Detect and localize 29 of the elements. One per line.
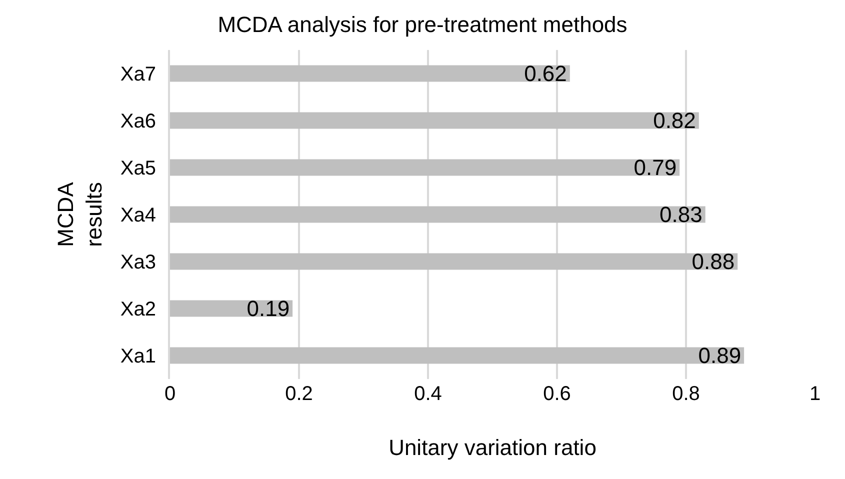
bar: [170, 112, 699, 129]
data-label: 0.88: [692, 249, 735, 274]
data-label: 0.83: [660, 202, 702, 228]
bar: [170, 65, 570, 82]
x-tick-label: 0.6: [543, 383, 571, 405]
data-label: 0.82: [653, 108, 696, 133]
y-tick-label: Xa6: [120, 110, 156, 132]
chart-title: MCDA analysis for pre-treatment methods: [218, 12, 628, 38]
x-tick-label: 0.8: [672, 383, 700, 405]
bar: [170, 206, 706, 223]
y-tick-label: Xa7: [120, 64, 156, 86]
y-tick-label: Xa4: [120, 204, 156, 226]
bar: [170, 159, 680, 176]
data-label: 0.79: [634, 155, 677, 180]
bar: [170, 347, 744, 364]
data-label: 0.89: [698, 343, 742, 368]
data-label: 0.62: [524, 61, 567, 86]
x-tick-label: 1: [809, 383, 821, 405]
data-label: 0.19: [246, 296, 290, 322]
y-tick-label: Xa5: [120, 158, 156, 180]
y-tick-label: Xa3: [120, 252, 156, 274]
y-tick-label: Xa2: [120, 298, 156, 320]
x-tick-label: 0.4: [414, 383, 442, 405]
x-axis-title: Unitary variation ratio: [388, 435, 596, 460]
bar: [170, 253, 738, 270]
y-tick-label: Xa1: [120, 346, 156, 368]
y-axis-title: MCDA results: [53, 182, 107, 247]
x-tick-label: 0.2: [285, 383, 313, 405]
x-tick-label: 0: [164, 383, 176, 405]
